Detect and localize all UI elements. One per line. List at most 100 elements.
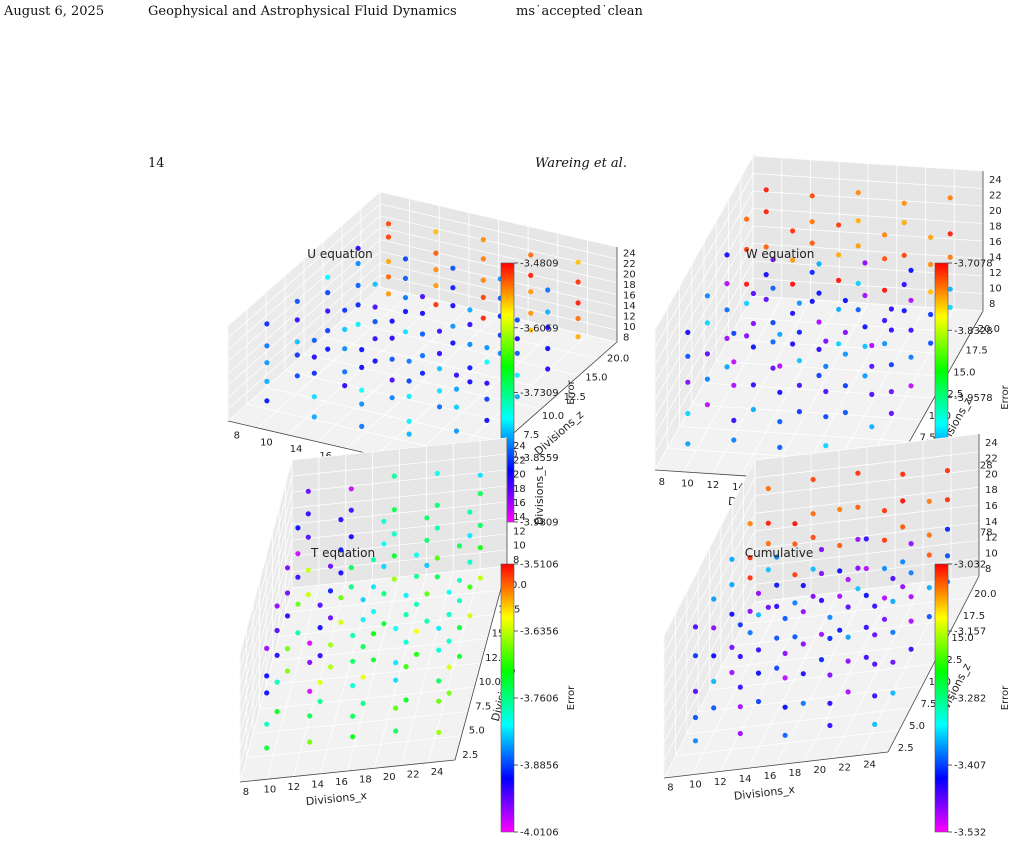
scatter-point — [338, 595, 344, 601]
scatter-point — [434, 555, 440, 561]
scatter-point — [782, 615, 788, 622]
scatter-point — [456, 598, 463, 604]
x-tick-label: 22 — [407, 770, 420, 781]
scatter-point — [317, 653, 323, 659]
gridline — [239, 475, 293, 671]
scatter-point — [467, 341, 473, 347]
y-tick-label: 17.5 — [965, 346, 987, 357]
colorbar-tick-label: -3.407 — [954, 761, 986, 772]
gridline — [239, 459, 293, 655]
scatter-point — [827, 635, 833, 642]
gridline — [278, 614, 495, 637]
z-tick-label: 18 — [623, 280, 636, 291]
scatter-point — [782, 704, 788, 710]
scatter-point — [311, 414, 317, 420]
scatter-point — [467, 613, 473, 619]
scatter-point — [514, 317, 520, 323]
scatter-point — [393, 625, 399, 632]
scatter-point — [406, 358, 412, 364]
colorbar-tick-label: -3.9578 — [954, 393, 993, 404]
gridline — [654, 173, 754, 348]
z-tick-label: 22 — [985, 454, 998, 465]
chart-panel-2: 810121416182022242.55.07.510.012.515.017… — [239, 437, 577, 839]
scatter-point — [777, 331, 783, 337]
scatter-point — [342, 383, 348, 389]
scatter-point — [750, 320, 757, 327]
scatter-point — [842, 351, 849, 357]
colorbar-tick-label: -3.032 — [954, 560, 986, 571]
gridline — [654, 155, 754, 331]
scatter-point — [359, 387, 365, 393]
gridline — [654, 208, 754, 383]
colorbar-tick-label: -3.5106 — [520, 560, 559, 571]
scatter-point — [419, 353, 426, 359]
scatter-point — [729, 611, 735, 617]
z-tick-label: 24 — [985, 438, 998, 449]
colorbar-tick-label: -4.0106 — [520, 828, 559, 839]
scatter-point — [837, 627, 843, 633]
scatter-point — [816, 290, 822, 296]
scatter-point — [456, 625, 463, 631]
scatter-point — [796, 329, 803, 335]
scatter-point — [908, 570, 914, 576]
scatter-point — [837, 542, 843, 549]
scatter-point — [389, 318, 395, 324]
scatter-point — [792, 572, 798, 578]
scatter-point — [514, 372, 520, 378]
scatter-point — [402, 308, 409, 315]
y-tick-label: 15.0 — [953, 367, 975, 378]
scatter-point — [413, 628, 420, 634]
x-tick-label: 14 — [311, 779, 324, 790]
z-tick-label: 12 — [985, 533, 998, 544]
scatter-point — [770, 257, 776, 263]
colorbar-tick-label: -3.7606 — [520, 694, 559, 705]
scatter-point — [908, 354, 914, 360]
scatter-point — [731, 437, 737, 443]
scatter-point — [327, 664, 334, 670]
x-tick-label: 14 — [739, 774, 752, 785]
scatter-point — [747, 555, 753, 561]
scatter-point — [777, 389, 783, 395]
scatter-point — [391, 507, 397, 513]
running-header-date: August 6, 2025 — [4, 4, 105, 19]
y-tick-label: 20.0 — [607, 354, 629, 365]
scatter-point — [862, 343, 868, 349]
scatter-point — [355, 282, 361, 288]
scatter-point — [453, 404, 460, 410]
scatter-point — [724, 307, 730, 313]
y-tick-label: 12.5 — [485, 653, 507, 664]
scatter-point — [294, 339, 300, 345]
scatter-point — [406, 431, 412, 437]
scatter-point — [882, 317, 888, 324]
scatter-point — [419, 331, 426, 337]
scatter-point — [816, 261, 822, 267]
scatter-point — [359, 401, 365, 407]
scatter-point — [731, 330, 737, 336]
chart-panel-0: 8101416182022242.55.07.510.012.515.020.0… — [227, 191, 636, 529]
scatter-point — [350, 734, 356, 740]
scatter-point — [424, 591, 430, 597]
scatter-point — [855, 243, 861, 249]
scatter-point — [372, 281, 378, 287]
page-authors: Wareing et al. — [535, 156, 627, 171]
gridline — [227, 203, 381, 339]
scatter-point — [872, 693, 878, 699]
gridline — [291, 565, 508, 589]
scatter-point — [928, 289, 934, 295]
scatter-point — [890, 598, 896, 605]
scatter-point — [711, 678, 717, 685]
scatter-point — [406, 418, 412, 424]
colorbar-tick-label: -3.157 — [954, 627, 986, 638]
page-number: 14 — [148, 156, 165, 171]
scatter-point — [823, 338, 829, 344]
scatter-point — [385, 291, 392, 297]
scatter-point — [862, 324, 868, 330]
scatter-point — [692, 688, 699, 695]
scatter-point — [385, 274, 392, 280]
scatter-point — [264, 398, 270, 404]
scatter-point — [855, 586, 861, 592]
scatter-point — [325, 346, 331, 352]
scatter-point — [770, 320, 776, 326]
scatter-point — [731, 417, 737, 423]
scatter-point — [770, 285, 776, 291]
